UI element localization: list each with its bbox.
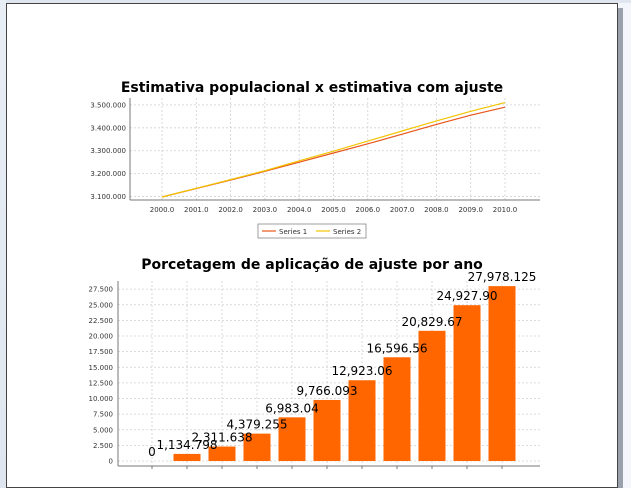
y-tick-label: 22.500 — [89, 317, 114, 325]
bar — [173, 453, 201, 461]
line-chart: Estimativa populacional x estimativa com… — [90, 80, 540, 239]
x-tick-label: 2004.0 — [287, 206, 312, 214]
line-chart-x-ticks: 2000.0 2001.0 2002.0 2003.0 2004.0 2005.0 2006… — [150, 206, 518, 214]
x-tick-label: 2008.0 — [424, 206, 449, 214]
bar — [383, 357, 411, 461]
y-tick-label: 3.500.000 — [90, 101, 126, 109]
y-tick-label: 20.000 — [89, 333, 114, 341]
bar — [488, 286, 516, 461]
bar-data-label: 12,923.06 — [331, 364, 392, 378]
x-tick-label: 2001.0 — [184, 206, 209, 214]
y-tick-label: 27.500 — [89, 286, 114, 294]
bar — [418, 330, 446, 461]
bar — [243, 433, 271, 461]
y-tick-label: 10.000 — [89, 395, 114, 403]
x-tick-label: 2003.0 — [253, 206, 278, 214]
legend-box — [257, 223, 367, 239]
bar-data-label: 9,766.093 — [296, 384, 357, 398]
bar — [453, 305, 481, 461]
line-chart-series — [161, 102, 506, 198]
y-tick-label: 3.300.000 — [90, 147, 126, 155]
bar-chart-bars — [173, 286, 516, 461]
y-tick-label: 3.100.000 — [90, 193, 126, 201]
y-tick-label: 0 — [109, 458, 113, 466]
y-tick-label: 3.400.000 — [90, 124, 126, 132]
bar-data-label: 16,596.56 — [366, 341, 427, 355]
x-tick-label: 2006.0 — [356, 206, 381, 214]
bar-data-label: 24,927.90 — [436, 289, 497, 303]
line-chart-y-ticks: 3.100.000 3.200.000 3.300.000 3.400.000 3.50… — [90, 101, 126, 201]
bar-data-label: 6,983.04 — [265, 401, 318, 415]
bar — [348, 380, 376, 461]
left-margin — [0, 0, 6, 488]
series-line-2 — [161, 102, 506, 198]
line-chart-legend: Series 1 Series 2 — [257, 223, 367, 239]
x-tick-label: 2009.0 — [458, 206, 483, 214]
legend-label-series-2: Series 2 — [333, 228, 361, 236]
page-shadow — [618, 8, 623, 488]
y-tick-label: 7.500 — [93, 411, 113, 419]
bar-data-label: 2,311.638 — [191, 431, 252, 445]
bar-chart-title: Porcetagem de aplicação de ajuste por an… — [141, 257, 483, 273]
bar-data-label: 20,829.67 — [401, 315, 462, 329]
bar-data-label: 4,379.255 — [226, 418, 287, 432]
bar-data-label: 27,978.125 — [468, 270, 537, 284]
x-tick-label: 2000.0 — [150, 206, 175, 214]
y-tick-label: 12.500 — [89, 379, 114, 387]
y-tick-label: 15.000 — [89, 364, 114, 372]
line-chart-title: Estimativa populacional x estimativa com… — [121, 80, 503, 96]
bar — [313, 399, 341, 461]
x-tick-label: 2007.0 — [390, 206, 415, 214]
y-tick-label: 3.200.000 — [90, 170, 126, 178]
y-tick-label: 25.000 — [89, 301, 114, 309]
window-top-strip — [0, 0, 631, 3]
y-tick-label: 2.500 — [93, 442, 113, 450]
bar-chart-y-ticks: 0 2.500 5.000 7.500 10.000 12.500 15.000 17.500… — [89, 286, 114, 466]
x-tick-label: 2010.0 — [493, 206, 518, 214]
y-tick-label: 17.500 — [89, 348, 114, 356]
bar-data-label: 0 — [148, 445, 156, 459]
y-tick-label: 5.000 — [93, 426, 113, 434]
legend-label-series-1: Series 1 — [279, 228, 307, 236]
bar — [278, 417, 306, 461]
bar-data-label: 1,134.798 — [156, 438, 217, 452]
x-tick-label: 2005.0 — [321, 206, 346, 214]
x-tick-label: 2002.0 — [218, 206, 243, 214]
bar — [208, 446, 236, 461]
